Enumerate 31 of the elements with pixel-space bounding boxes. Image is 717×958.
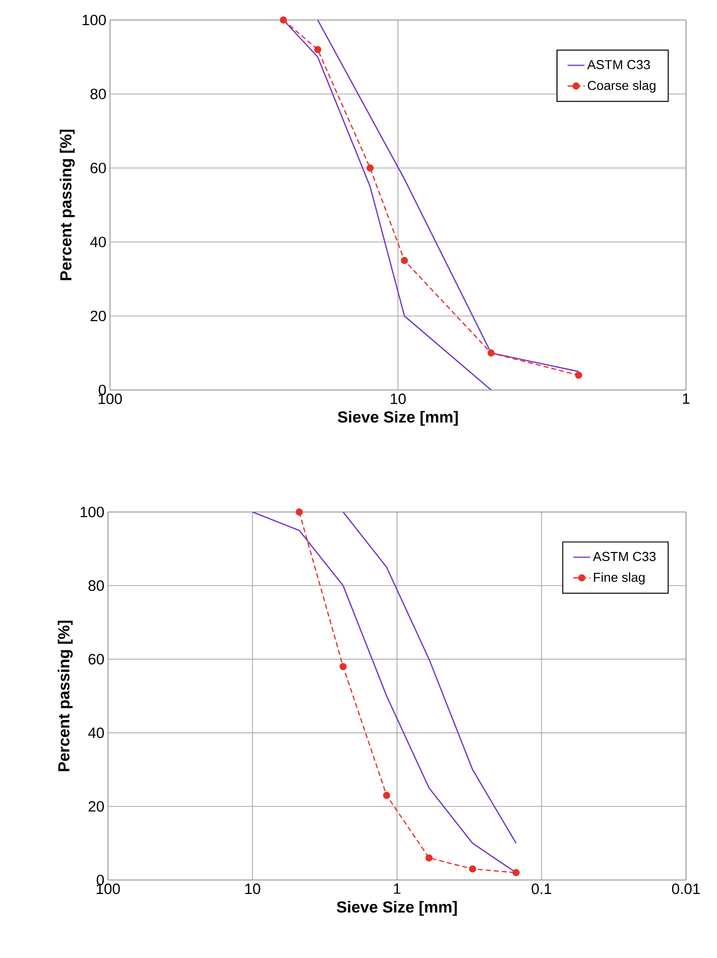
y-tick-label: 80 [90,88,106,100]
y-axis-title: Percent passing [%] [58,620,73,772]
x-tick-label: 1 [394,884,400,894]
legend-label: Fine slag [594,572,645,584]
point [296,508,303,516]
x-tick-label: 0.1 [532,884,552,894]
x-tick-label: 0.01 [672,884,700,894]
point [512,869,520,876]
y-tick-label: 20 [88,801,104,812]
y-tick-label: 40 [90,236,106,248]
y-tick-label: 60 [90,162,106,174]
y-tick-label: 100 [80,506,104,518]
y-axis-title: Percent passing [%] [60,130,75,280]
x-tick-label: 1 [682,394,690,404]
x-axis-title: Sieve Size [mm] [336,900,457,916]
line-series [342,512,517,844]
point [468,865,476,873]
legend-label: ASTM C33 [587,60,650,70]
legend-label: ASTM C33 [592,552,656,562]
y-tick-label: 60 [88,654,104,664]
y-tick-label: 40 [88,728,104,738]
x-tick-label: 10 [245,884,260,894]
y-tick-label: 20 [90,310,106,322]
y-tick-label: 100 [82,14,106,26]
point [383,792,390,799]
x-axis-title: Sieve Size [mm] [338,410,458,426]
legend-label: Coarse slag [588,80,656,93]
point [425,854,433,862]
x-tick-label: 10 [390,394,406,404]
point [340,662,347,670]
y-tick-label: 80 [88,580,104,591]
